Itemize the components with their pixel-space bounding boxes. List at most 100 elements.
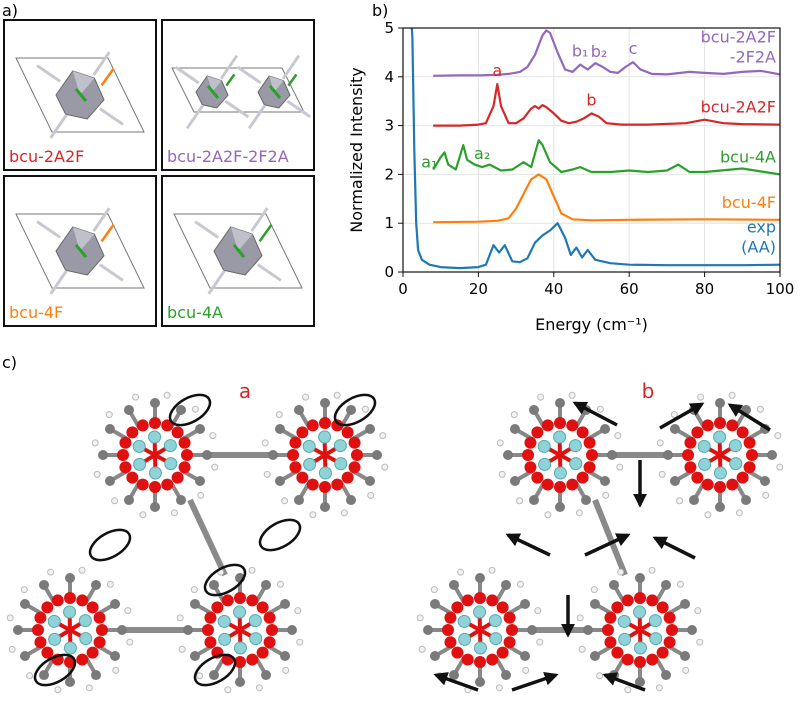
y-tick-label: 2 <box>384 165 394 183</box>
x-tick-label: 20 <box>469 280 488 298</box>
atom-o <box>96 624 108 636</box>
atom-h <box>658 470 666 478</box>
peak-annotation: b₁ <box>572 42 589 61</box>
atom-h <box>537 393 545 401</box>
atom-h <box>676 497 684 505</box>
atom-o <box>726 419 739 432</box>
panel-c: a b <box>6 379 784 694</box>
atom-h <box>281 497 289 505</box>
atom-o <box>583 436 596 449</box>
y-tick-label: 3 <box>384 117 394 135</box>
atom-h <box>85 684 93 692</box>
atom-o <box>691 426 704 439</box>
atom-c <box>19 651 30 661</box>
atom-zr <box>249 632 263 646</box>
atom-o <box>701 419 714 432</box>
atom-o <box>663 636 676 649</box>
atom-h <box>544 511 552 519</box>
atom-o <box>506 624 518 636</box>
atom-c <box>183 625 193 635</box>
atom-o <box>656 646 669 659</box>
atom-zr <box>163 439 177 453</box>
atom-o <box>586 449 598 461</box>
atom-c <box>104 424 115 434</box>
atom-c <box>680 599 691 609</box>
x-tick-label: 100 <box>766 280 795 298</box>
atom-o <box>331 419 344 432</box>
atom-c <box>195 476 206 486</box>
atom-zr <box>248 614 262 628</box>
atom-h <box>211 463 219 471</box>
atom-o <box>566 419 579 432</box>
atom-zr <box>538 457 552 471</box>
series-line <box>433 83 780 127</box>
atom-c <box>609 579 619 590</box>
atom-c <box>268 450 278 460</box>
atom-h <box>536 638 544 646</box>
atom-h <box>576 614 584 622</box>
panel-label: c) <box>2 353 17 372</box>
atom-c <box>475 573 485 583</box>
functional-group <box>225 73 236 87</box>
atom-c <box>449 670 459 681</box>
atom-h <box>111 497 119 505</box>
functional-group <box>206 85 220 99</box>
atom-zr <box>617 614 631 628</box>
atom-zr <box>698 457 712 471</box>
atom-h <box>112 666 120 674</box>
atom-o <box>119 461 132 474</box>
atom-o <box>246 653 259 666</box>
atom-c <box>365 476 376 486</box>
atom-c <box>449 579 459 590</box>
atom-h <box>498 470 506 478</box>
atom-zr <box>333 439 347 453</box>
linker <box>174 65 200 85</box>
atom-h <box>578 645 586 653</box>
atom-o <box>684 436 697 449</box>
atom-c <box>501 670 511 681</box>
atom-o <box>666 624 678 636</box>
atom-h <box>457 568 465 576</box>
atom-zr <box>553 466 567 480</box>
atom-zr <box>78 614 92 628</box>
atom-h <box>191 405 199 413</box>
linker <box>185 104 205 130</box>
atom-o <box>331 478 344 491</box>
functional-group <box>258 223 273 243</box>
linker <box>98 107 124 126</box>
displacement-arrow <box>511 671 559 692</box>
rotation-arrow <box>33 653 77 687</box>
atom-c <box>501 579 511 590</box>
atom-c <box>65 573 75 583</box>
atom-o <box>348 436 361 449</box>
atom-h <box>596 672 604 680</box>
atom-h <box>197 491 205 499</box>
atom-h <box>163 391 171 399</box>
functional-group <box>268 85 282 99</box>
atom-o <box>691 471 704 484</box>
atom-c <box>274 476 285 486</box>
atom-c <box>110 651 121 661</box>
atom-o <box>341 471 354 484</box>
atom-o <box>524 436 537 449</box>
atom-c <box>110 599 121 609</box>
atom-o <box>171 471 184 484</box>
rotation-arrow <box>168 393 212 427</box>
linker <box>49 269 68 295</box>
atom-zr <box>47 614 61 628</box>
structure-box <box>3 19 157 171</box>
rotation-arrow <box>203 563 247 597</box>
linker <box>224 99 250 119</box>
atom-o <box>93 611 106 624</box>
y-tick-label: 1 <box>384 214 394 232</box>
unit-cell <box>173 213 303 289</box>
atom-h <box>682 666 690 674</box>
atom-o <box>474 656 486 668</box>
atom-zr <box>488 614 502 628</box>
atom-h <box>430 586 438 594</box>
atom-c <box>555 398 565 408</box>
atom-h <box>333 391 341 399</box>
atom-c <box>520 599 531 609</box>
atom-zr <box>318 430 332 444</box>
atom-o <box>461 653 474 666</box>
